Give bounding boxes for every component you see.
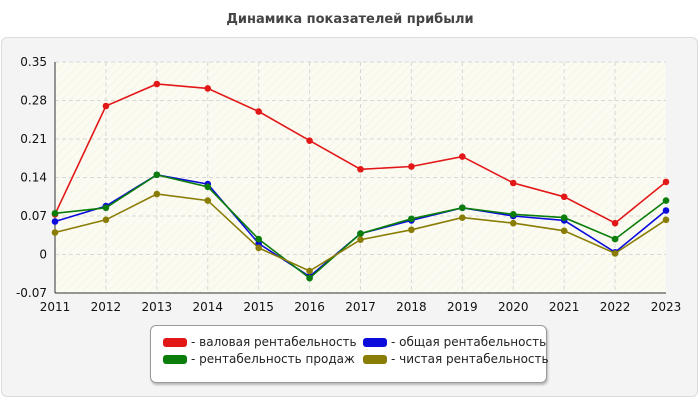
data-point-0 [459, 153, 466, 160]
data-point-0 [662, 178, 670, 186]
x-tick-label: 2018 [396, 300, 427, 314]
legend-label-sales-margin: - рентабельность продаж [191, 352, 355, 366]
legend-label-net-margin: - чистая рентабельность [391, 352, 549, 366]
data-point-1 [662, 207, 670, 214]
data-point-2 [459, 204, 466, 212]
data-point-3 [306, 267, 313, 275]
data-point-3 [662, 216, 670, 224]
legend-label-total-margin: - общая рентабельность [391, 335, 547, 349]
y-tick-label: 0.35 [20, 55, 47, 69]
data-point-3 [204, 197, 212, 204]
data-point-3 [255, 244, 262, 252]
y-tick-label: 0.21 [20, 132, 47, 146]
data-point-2 [102, 204, 110, 212]
data-point-0 [560, 193, 568, 201]
data-point-0 [153, 80, 161, 88]
x-tick-label: 2013 [142, 300, 173, 314]
data-point-2 [560, 214, 568, 221]
x-tick-label: 2016 [294, 300, 325, 314]
data-point-2 [204, 183, 212, 191]
data-point-2 [153, 171, 161, 179]
data-point-3 [408, 226, 415, 234]
legend-item-gross-margin: - валовая рентабельность [163, 335, 357, 349]
data-point-1 [51, 218, 59, 225]
legend-swatch-total-margin [363, 337, 387, 347]
x-tick-label: 2015 [243, 300, 274, 314]
data-point-0 [102, 102, 110, 110]
data-point-3 [51, 229, 59, 236]
data-point-0 [255, 108, 262, 115]
y-tick-label: 0.14 [20, 171, 47, 185]
data-point-2 [611, 235, 619, 243]
data-point-0 [408, 163, 415, 170]
data-point-0 [204, 85, 212, 92]
x-tick-label: 2019 [447, 300, 478, 314]
data-point-3 [102, 216, 110, 224]
data-point-2 [51, 209, 59, 217]
data-point-3 [509, 219, 517, 227]
legend-label-gross-margin: - валовая рентабельность [191, 335, 357, 349]
legend-swatch-net-margin [363, 354, 387, 364]
y-tick-label: 0 [39, 248, 47, 262]
data-point-3 [153, 190, 161, 198]
legend-item-total-margin: - общая рентабельность [363, 335, 546, 349]
chart-title: Динамика показателей прибыли [226, 12, 474, 27]
data-point-3 [611, 250, 619, 257]
data-point-0 [357, 165, 364, 173]
x-tick-label: 2022 [600, 300, 631, 314]
data-point-2 [408, 215, 415, 223]
y-tick-label: 0.07 [20, 209, 47, 223]
legend-item-net-margin: - чистая рентабельность [363, 352, 549, 366]
x-tick-label: 2023 [651, 300, 682, 314]
y-tick-label: -0.07 [16, 286, 47, 300]
data-point-3 [459, 214, 466, 221]
x-tick-label: 2021 [549, 300, 580, 314]
x-tick-label: 2014 [192, 300, 223, 314]
legend-swatch-gross-margin [163, 337, 187, 347]
x-tick-label: 2012 [91, 300, 122, 314]
legend-item-sales-margin: - рентабельность продаж [163, 352, 355, 366]
data-point-3 [560, 227, 568, 235]
data-point-2 [255, 235, 262, 243]
data-point-0 [306, 137, 313, 144]
x-tick-label: 2017 [345, 300, 376, 314]
data-point-3 [357, 236, 364, 243]
y-tick-label: 0.28 [20, 94, 47, 108]
data-point-0 [611, 219, 619, 227]
data-point-2 [662, 197, 670, 204]
data-point-2 [357, 230, 364, 237]
legend: - валовая рентабельность - общая рентабе… [150, 325, 549, 383]
data-point-0 [509, 179, 517, 187]
data-point-2 [306, 274, 313, 282]
x-tick-label: 2020 [498, 300, 529, 314]
x-tick-label: 2011 [40, 300, 71, 314]
data-point-2 [509, 211, 517, 218]
legend-swatch-sales-margin [163, 354, 187, 364]
